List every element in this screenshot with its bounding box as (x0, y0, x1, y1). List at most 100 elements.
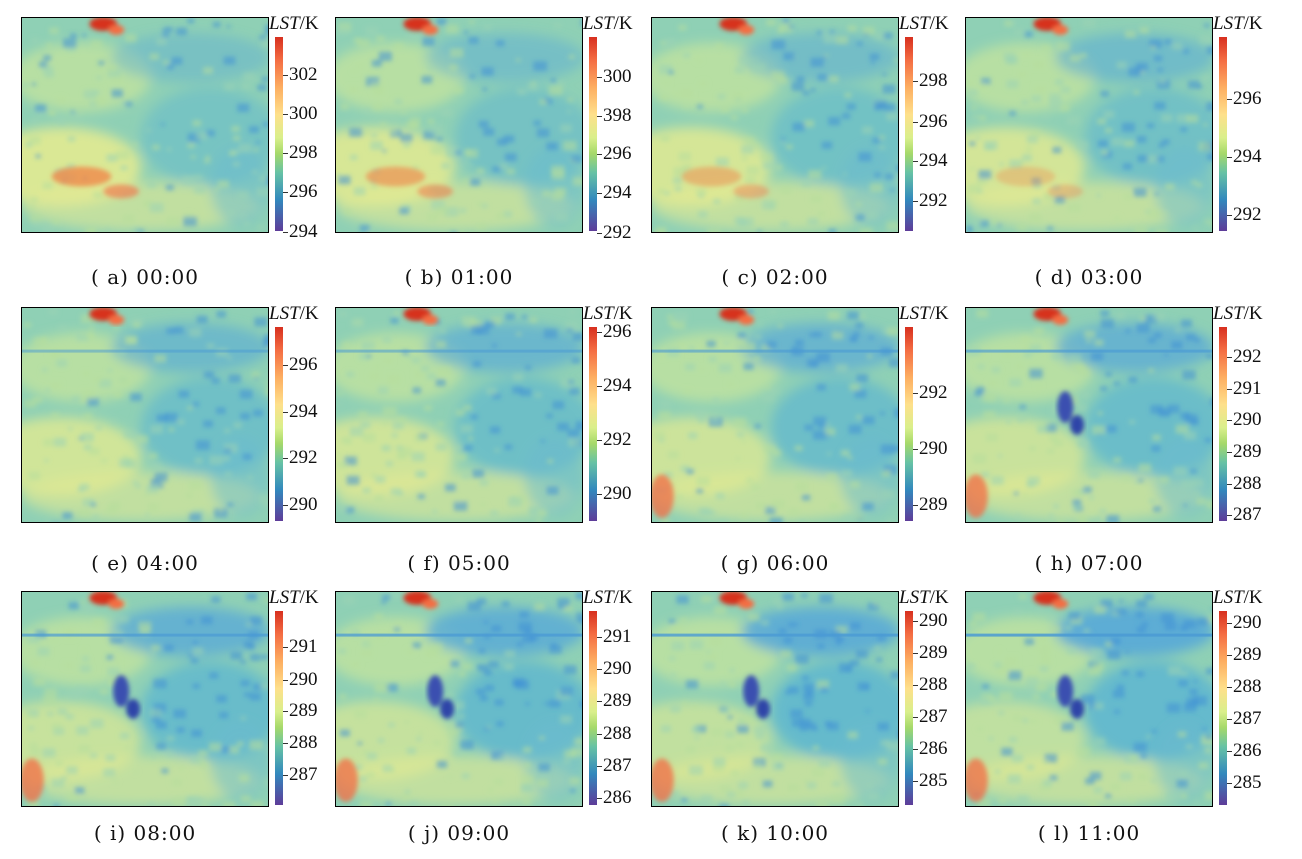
colorbar-unit-label: LST/K (583, 303, 633, 325)
colorbar-tick-label: 290 (289, 669, 318, 690)
colorbar-unit: /K (1243, 13, 1263, 34)
panel-caption: ( i) 08:00 (93, 821, 197, 845)
colorbar-variable: LST (269, 13, 300, 34)
colorbar-unit: /K (299, 303, 319, 324)
colorbar-tick-label: 296 (603, 321, 632, 342)
colorbar-tick-label: 296 (289, 354, 318, 375)
colorbar-tick (1227, 484, 1232, 485)
colorbar-variable: LST (899, 13, 930, 34)
colorbar-tick-label: 292 (603, 429, 632, 450)
colorbar-tick (283, 458, 288, 459)
colorbar-unit-label: LST/K (1213, 587, 1263, 609)
colorbar-tick-label: 294 (289, 401, 318, 422)
colorbar-tick (283, 505, 288, 506)
colorbar-tick-label: 288 (603, 723, 632, 744)
panel-caption: ( c) 02:00 (721, 265, 829, 289)
colorbar (905, 37, 913, 231)
lst-panel: LST/K 298 296 294 292 ( c) 02:00 (651, 13, 949, 289)
panel-caption: ( a) 00:00 (91, 265, 199, 289)
colorbar-tick (283, 114, 288, 115)
colorbar-tick-label: 288 (1233, 676, 1262, 697)
colorbar-variable: LST (269, 303, 300, 324)
panel-caption: ( e) 04:00 (91, 551, 199, 575)
colorbar-tick (913, 505, 918, 506)
colorbar-tick-label: 292 (919, 190, 948, 211)
colorbar-tick (283, 232, 288, 233)
colorbar-tick-label: 294 (1233, 146, 1262, 167)
colorbar-tick-label: 290 (1233, 409, 1262, 430)
colorbar-tick (597, 332, 602, 333)
colorbar (275, 327, 283, 521)
colorbar-unit-label: LST/K (1213, 303, 1263, 325)
colorbar-unit-label: LST/K (583, 587, 633, 609)
colorbar-tick-label: 289 (289, 700, 318, 721)
lst-map-image (21, 307, 269, 523)
colorbar-tick-label: 291 (1233, 378, 1262, 399)
colorbar-tick (913, 161, 918, 162)
colorbar-tick (597, 701, 602, 702)
colorbar-tick-label: 294 (603, 182, 632, 203)
colorbar-tick-label: 289 (603, 690, 632, 711)
colorbar-tick (597, 77, 602, 78)
colorbar-tick-label: 288 (289, 732, 318, 753)
colorbar-tick-label: 287 (603, 755, 632, 776)
colorbar-tick (283, 192, 288, 193)
colorbar-tick-label: 291 (603, 626, 632, 647)
colorbar-tick-label: 291 (289, 636, 318, 657)
colorbar-unit: /K (613, 13, 633, 34)
colorbar-tick-label: 289 (1233, 644, 1262, 665)
colorbar-tick (283, 153, 288, 154)
colorbar-variable: LST (899, 303, 930, 324)
colorbar (589, 611, 597, 805)
colorbar-tick (597, 116, 602, 117)
panel-caption: ( h) 07:00 (1034, 551, 1144, 575)
colorbar-tick-label: 289 (919, 642, 948, 663)
colorbar (589, 327, 597, 521)
panel-caption: ( k) 10:00 (720, 821, 830, 845)
colorbar-tick-label: 294 (603, 375, 632, 396)
colorbar-tick (913, 781, 918, 782)
colorbar-tick-label: 298 (289, 142, 318, 163)
lst-map-image (335, 307, 583, 523)
colorbar-unit-label: LST/K (269, 587, 319, 609)
colorbar-tick (597, 766, 602, 767)
lst-map-image (21, 17, 269, 233)
colorbar-tick-label: 294 (919, 150, 948, 171)
colorbar-unit: /K (929, 587, 949, 608)
colorbar (275, 611, 283, 805)
colorbar-tick-label: 288 (919, 674, 948, 695)
colorbar-tick (597, 386, 602, 387)
colorbar-tick-label: 285 (919, 770, 948, 791)
colorbar-tick-label: 290 (919, 610, 948, 631)
colorbar-tick-label: 286 (603, 787, 632, 808)
colorbar-unit-label: LST/K (899, 303, 949, 325)
panel-caption: ( j) 09:00 (407, 821, 511, 845)
colorbar (1219, 327, 1227, 521)
lst-map-image (965, 591, 1213, 807)
colorbar-tick-label: 292 (1233, 204, 1262, 225)
colorbar-tick-label: 302 (289, 64, 318, 85)
colorbar-unit-label: LST/K (899, 13, 949, 35)
colorbar-tick-label: 292 (603, 222, 632, 243)
colorbar-tick-label: 286 (1233, 740, 1262, 761)
colorbar-tick (913, 717, 918, 718)
colorbar-tick (597, 798, 602, 799)
panel-caption: ( l) 11:00 (1037, 821, 1141, 845)
colorbar-tick (913, 449, 918, 450)
colorbar-unit-label: LST/K (583, 13, 633, 35)
colorbar-tick-label: 288 (1233, 473, 1262, 494)
lst-map-image (651, 17, 899, 233)
colorbar-tick-label: 290 (289, 494, 318, 515)
lst-panel: LST/K 291 290 289 288 287 286 ( j) 09:00 (335, 587, 633, 845)
colorbar-unit: /K (929, 13, 949, 34)
panel-caption: ( d) 03:00 (1034, 265, 1144, 289)
colorbar (1219, 37, 1227, 231)
colorbar-tick (283, 75, 288, 76)
panel-caption: ( f) 05:00 (407, 551, 511, 575)
colorbar-unit: /K (613, 587, 633, 608)
colorbar-tick-label: 398 (603, 105, 632, 126)
colorbar-tick (283, 365, 288, 366)
colorbar (905, 327, 913, 521)
colorbar-tick (913, 81, 918, 82)
colorbar-tick (283, 680, 288, 681)
